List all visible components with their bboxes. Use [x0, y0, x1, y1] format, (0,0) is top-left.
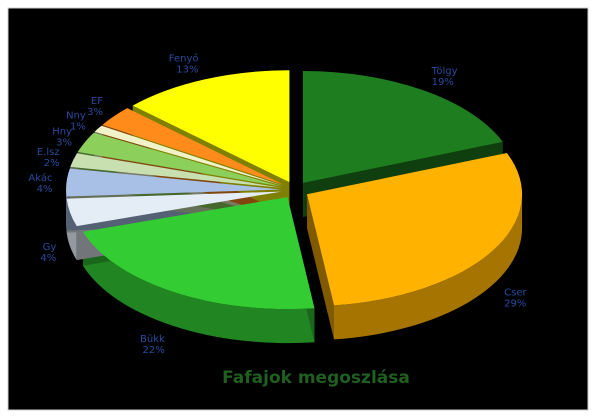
- data-label: Cser 29%: [504, 287, 527, 309]
- data-label: E.lsz 2%: [37, 147, 60, 169]
- slice-side: [333, 194, 523, 340]
- slice: [302, 71, 503, 184]
- slice: [66, 191, 282, 227]
- chart-title: Fafajok megoszlása: [222, 368, 410, 388]
- label-value: 3%: [56, 137, 72, 148]
- label-value: 4%: [37, 184, 53, 195]
- label-value: 29%: [504, 298, 526, 309]
- slice: [70, 153, 282, 188]
- label-value: 3%: [87, 107, 103, 118]
- data-label: Hny 3%: [52, 126, 72, 148]
- label-value: 2%: [44, 158, 60, 169]
- slice-side: [83, 231, 315, 344]
- slice: [102, 108, 284, 185]
- label-name: E.lsz: [37, 147, 60, 158]
- label-value: 19%: [432, 77, 454, 88]
- label-value: 4%: [40, 253, 56, 264]
- label-name: Akác: [28, 172, 52, 184]
- data-label: Akác 4%: [28, 172, 52, 195]
- slice: [307, 153, 523, 306]
- slice: [132, 70, 290, 183]
- data-label: Tölgy 19%: [431, 66, 458, 88]
- label-name: Fenyő: [169, 53, 199, 65]
- label-name: Cser: [504, 287, 527, 298]
- label-name: Nny: [66, 111, 86, 122]
- data-label: Bükk 22%: [140, 334, 165, 356]
- slice: [83, 197, 315, 310]
- label-name: Hny: [52, 126, 72, 137]
- data-label: EF 3%: [87, 96, 103, 118]
- data-label: Nny 1%: [66, 111, 86, 133]
- data-label: Gy 4%: [40, 242, 56, 264]
- label-value: 22%: [143, 345, 165, 356]
- label-value: 1%: [70, 122, 86, 133]
- slice: [77, 132, 283, 187]
- slice: [94, 125, 283, 186]
- label-name: Tölgy: [431, 66, 458, 77]
- label-value: 13%: [176, 65, 198, 76]
- label-name: EF: [91, 96, 103, 107]
- data-label: Fenyő 13%: [169, 53, 199, 76]
- slice-wall: [307, 194, 334, 340]
- label-name: Bükk: [140, 334, 165, 345]
- label-name: Gy: [43, 242, 57, 253]
- slice: [66, 168, 282, 197]
